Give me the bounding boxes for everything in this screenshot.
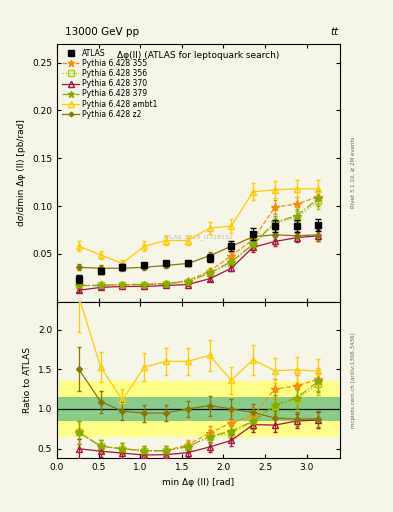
Legend: ATLAS, Pythia 6.428 355, Pythia 6.428 356, Pythia 6.428 370, Pythia 6.428 379, P: ATLAS, Pythia 6.428 355, Pythia 6.428 35… — [59, 46, 161, 122]
Text: Rivet 3.1.10, ≥ 2M events: Rivet 3.1.10, ≥ 2M events — [351, 137, 356, 208]
Text: tt: tt — [331, 27, 339, 37]
Text: 13000 GeV pp: 13000 GeV pp — [65, 27, 139, 37]
Y-axis label: dσ/dmin Δφ (ll) [pb/rad]: dσ/dmin Δφ (ll) [pb/rad] — [17, 119, 26, 226]
X-axis label: min Δφ (ll) [rad]: min Δφ (ll) [rad] — [162, 478, 235, 487]
Text: ATLAS_2019_I1718132: ATLAS_2019_I1718132 — [163, 234, 234, 240]
Y-axis label: Ratio to ATLAS: Ratio to ATLAS — [23, 347, 32, 413]
Text: Δφ(ll) (ATLAS for leptoquark search): Δφ(ll) (ATLAS for leptoquark search) — [117, 51, 280, 60]
Text: mcplots.cern.ch [arXiv:1306.3436]: mcplots.cern.ch [arXiv:1306.3436] — [351, 332, 356, 428]
